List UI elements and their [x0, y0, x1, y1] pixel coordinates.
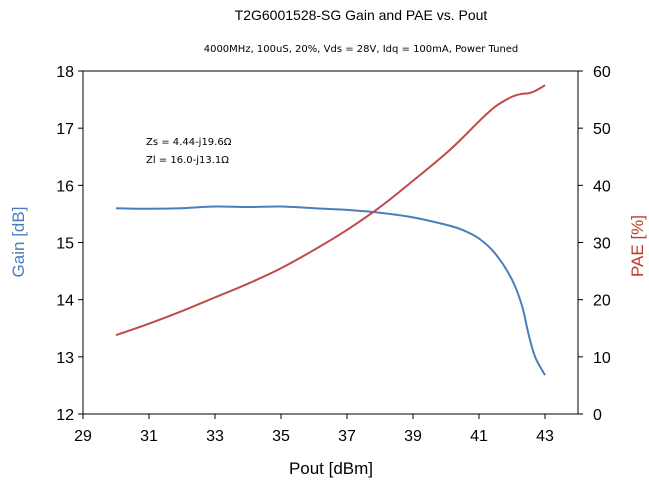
plot-area: [82, 70, 579, 415]
series-layer: [115, 84, 546, 376]
left-tick-label: 12: [56, 407, 74, 424]
x-tick-label: 41: [470, 428, 488, 445]
right-tick-label: 60: [593, 64, 611, 81]
right-tick-label: 20: [593, 293, 611, 310]
right-axis-label: PAE [%]: [628, 215, 647, 277]
x-tick-label: 39: [404, 428, 422, 445]
left-axis-ticks: 12 13 14 15 16 17 18: [56, 64, 83, 424]
chart-subtitle: 4000MHz, 100uS, 20%, Vds = 28V, Idq = 10…: [204, 44, 519, 55]
left-axis-label: Gain [dB]: [9, 207, 28, 278]
left-tick-label: 13: [56, 350, 74, 367]
x-tick-label: 37: [338, 428, 356, 445]
annotation-box: Zs = 4.44-j19.6Ω Zl = 16.0-j13.1Ω: [146, 137, 232, 166]
right-tick-label: 40: [593, 178, 611, 195]
right-tick-label: 0: [593, 407, 602, 424]
right-axis-ticks: 0 10 20 30 40 50 60: [578, 64, 611, 424]
left-tick-label: 15: [56, 236, 74, 253]
x-tick-label: 35: [272, 428, 290, 445]
annotation-zl: Zl = 16.0-j13.1Ω: [146, 155, 229, 166]
right-tick-label: 30: [593, 236, 611, 253]
chart-title: T2G6001528-SG Gain and PAE vs. Pout: [235, 7, 488, 23]
left-tick-label: 18: [56, 64, 74, 81]
pae-series-line: [115, 84, 546, 337]
annotation-zs: Zs = 4.44-j19.6Ω: [146, 137, 232, 148]
x-axis-label: Pout [dBm]: [289, 459, 373, 478]
right-tick-label: 50: [593, 121, 611, 138]
x-tick-label: 31: [140, 428, 158, 445]
left-tick-label: 17: [56, 121, 74, 138]
gain-series-line: [115, 205, 546, 376]
x-axis-ticks: 29 31 33 35 37 39 41 43: [74, 414, 554, 445]
right-tick-label: 10: [593, 350, 611, 367]
x-tick-label: 43: [536, 428, 554, 445]
x-tick-label: 29: [74, 428, 92, 445]
left-tick-label: 14: [56, 293, 74, 310]
left-tick-label: 16: [56, 178, 74, 195]
x-tick-label: 33: [206, 428, 224, 445]
